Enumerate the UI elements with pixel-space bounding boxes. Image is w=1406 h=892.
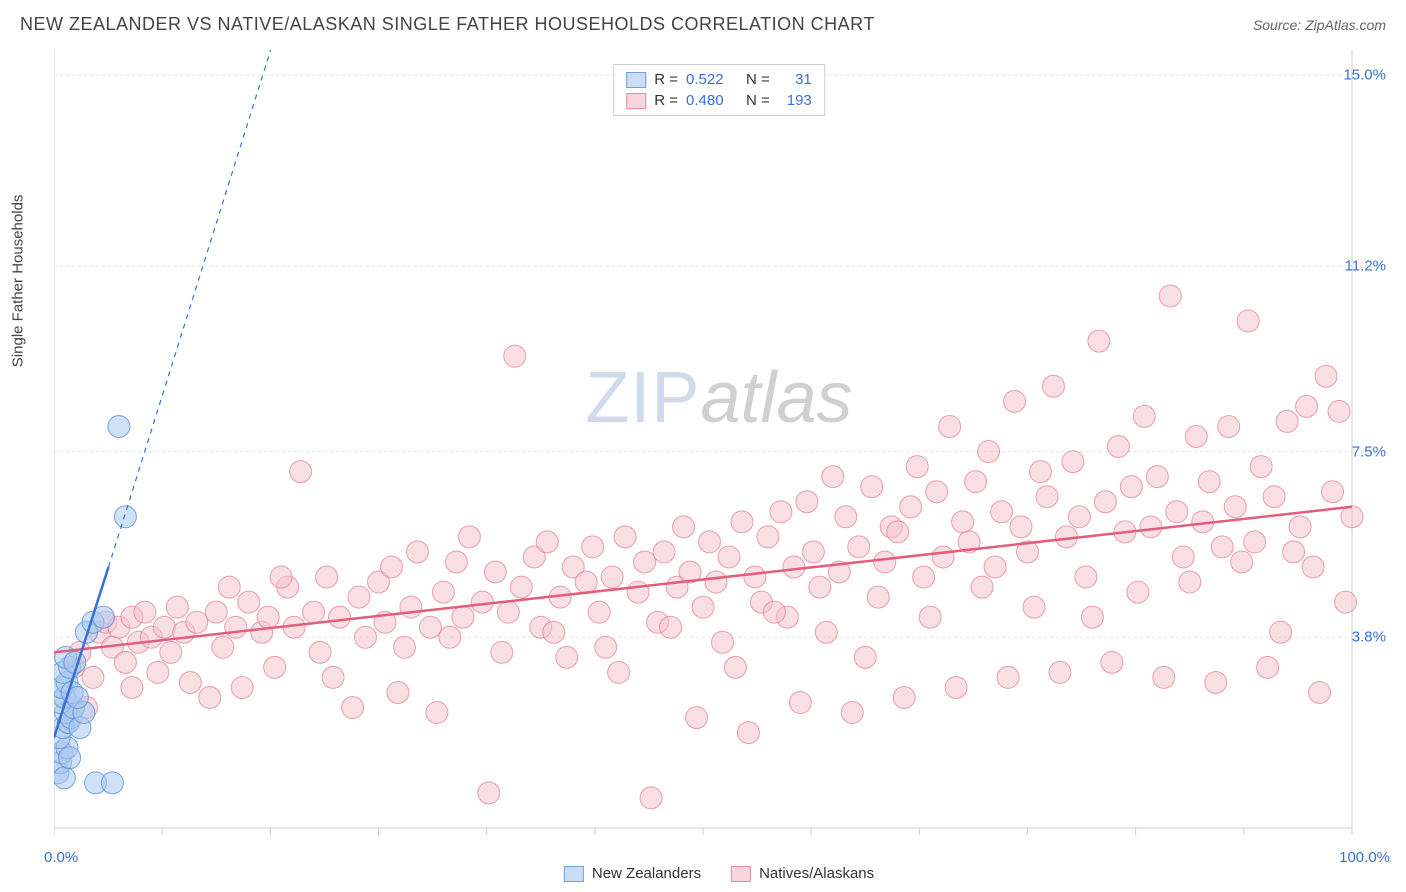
scatter-chart bbox=[54, 50, 1384, 840]
legend-series-item: New Zealanders bbox=[564, 865, 701, 882]
legend-swatch bbox=[731, 866, 751, 882]
legend-swatch bbox=[626, 93, 646, 109]
y-axis-label: Single Father Households bbox=[10, 195, 27, 368]
legend-swatch bbox=[626, 72, 646, 88]
x-axis-min: 0.0% bbox=[44, 849, 78, 866]
y-tick-label: 11.2% bbox=[1345, 257, 1386, 274]
source-label: Source: ZipAtlas.com bbox=[1253, 17, 1386, 33]
legend-swatch bbox=[564, 866, 584, 882]
y-tick-label: 7.5% bbox=[1352, 443, 1386, 460]
chart-container: Single Father Households ZIPatlas R =0.5… bbox=[54, 50, 1384, 840]
legend-series-item: Natives/Alaskans bbox=[731, 865, 874, 882]
legend-stat-row: R =0.522N =31 bbox=[622, 69, 816, 90]
legend-stats: R =0.522N =31R =0.480N =193 bbox=[613, 64, 825, 116]
x-axis-max: 100.0% bbox=[1339, 849, 1390, 866]
y-tick-label: 15.0% bbox=[1343, 67, 1386, 84]
legend-series: New Zealanders Natives/Alaskans bbox=[564, 865, 874, 882]
y-tick-label: 3.8% bbox=[1352, 629, 1386, 646]
chart-title: NEW ZEALANDER VS NATIVE/ALASKAN SINGLE F… bbox=[20, 14, 875, 35]
legend-stat-row: R =0.480N =193 bbox=[622, 90, 816, 111]
